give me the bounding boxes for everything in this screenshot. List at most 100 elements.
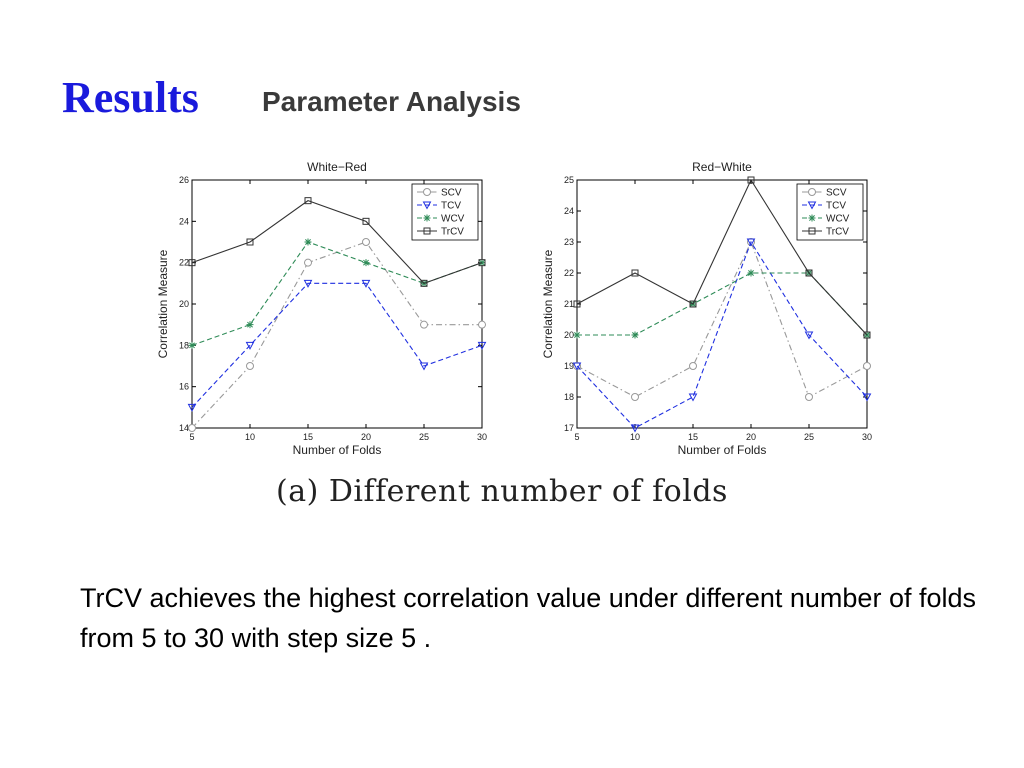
- chart-title: Red−White: [692, 160, 752, 174]
- data-point-wcv: [747, 269, 755, 277]
- series-tcv: [572, 238, 872, 433]
- chart-red-white: Red−White 17 18 19 20 21 22 23 24 25 5 10 15 20 25 30 Nu…: [541, 160, 872, 457]
- data-point-tcv: [187, 403, 197, 412]
- data-point-tcv: [862, 393, 872, 402]
- series-tcv: [187, 279, 487, 412]
- data-point-tcv: [477, 341, 487, 350]
- data-point-wcv: [362, 259, 370, 267]
- y-tick-label: 21: [564, 299, 574, 309]
- data-point-tcv: [804, 331, 814, 340]
- legend-marker-tcv: [807, 201, 817, 210]
- y-tick-label: 25: [564, 175, 574, 185]
- data-point-trcv: [863, 331, 871, 339]
- data-point-tcv: [419, 362, 429, 371]
- data-point-tcv: [688, 393, 698, 402]
- x-axis-label: Number of Folds: [293, 443, 382, 457]
- x-tick-label: 20: [361, 432, 371, 442]
- series-trcv: [188, 197, 486, 287]
- legend-label-tcv: TCV: [826, 201, 846, 212]
- legend-marker-tcv: [422, 201, 432, 210]
- data-point-tcv: [303, 279, 313, 288]
- series-line-trcv: [191, 200, 483, 284]
- data-point-scv: [631, 393, 639, 401]
- legend-label-scv: SCV: [441, 188, 462, 199]
- series-line-trcv: [576, 178, 868, 336]
- figure-caption: (a) Different number of folds: [276, 474, 728, 509]
- y-tick-label: 20: [179, 299, 189, 309]
- x-tick-label: 20: [746, 432, 756, 442]
- y-tick-label: 26: [179, 175, 189, 185]
- series-trcv: [573, 176, 871, 339]
- x-tick-label: 10: [630, 432, 640, 442]
- legend-marker-trcv: [423, 227, 431, 235]
- y-tick-label: 20: [564, 330, 574, 340]
- y-tick-label: 16: [179, 382, 189, 392]
- data-point-wcv: [304, 238, 312, 246]
- y-tick-label: 18: [179, 340, 189, 350]
- legend-label-trcv: TrCV: [826, 227, 849, 238]
- y-tick-label: 19: [564, 361, 574, 371]
- y-tick-label: 22: [179, 258, 189, 268]
- slide-subtitle: Parameter Analysis: [262, 86, 521, 117]
- x-tick-label: 5: [189, 432, 194, 442]
- y-tick-label: 14: [179, 423, 189, 433]
- y-tick-label: 22: [564, 268, 574, 278]
- data-point-wcv: [188, 341, 196, 349]
- slide-title: Results: [62, 73, 199, 122]
- data-point-tcv: [630, 424, 640, 433]
- legend: SCV TCV WCV TrCV: [796, 183, 864, 241]
- chart-white-red: White−Red 14 16 18 20 22 24 26 5 10 15 20 25 30 Number…: [156, 160, 487, 457]
- data-point-scv: [188, 424, 196, 432]
- series-line-tcv: [576, 240, 868, 429]
- x-tick-label: 15: [303, 432, 313, 442]
- x-tick-label: 25: [419, 432, 429, 442]
- y-tick-label: 18: [564, 392, 574, 402]
- data-point-scv: [362, 238, 370, 246]
- data-point-tcv: [245, 341, 255, 350]
- y-tick-label: 17: [564, 423, 574, 433]
- series-line-scv: [576, 240, 868, 398]
- data-point-wcv: [246, 321, 254, 329]
- data-point-trcv: [573, 300, 581, 308]
- data-point-wcv: [573, 331, 581, 339]
- data-point-trcv: [631, 269, 639, 277]
- data-point-trcv: [689, 300, 697, 308]
- y-axis-label: Correlation Measure: [156, 249, 170, 358]
- data-point-trcv: [747, 176, 755, 184]
- legend-marker-trcv: [808, 227, 816, 235]
- series-line-wcv: [577, 272, 868, 336]
- legend-marker-wcv: [423, 214, 431, 222]
- data-point-scv: [478, 320, 486, 329]
- data-point-scv: [304, 258, 312, 267]
- data-point-trcv: [362, 217, 370, 225]
- data-point-scv: [420, 320, 428, 329]
- data-point-trcv: [304, 197, 312, 205]
- x-tick-label: 30: [862, 432, 872, 442]
- x-tick-label: 10: [245, 432, 255, 442]
- y-tick-label: 24: [179, 216, 189, 226]
- legend-marker-scv: [808, 188, 816, 196]
- data-point-scv: [246, 362, 254, 370]
- legend-label-wcv: WCV: [441, 214, 465, 225]
- data-point-trcv: [188, 259, 196, 267]
- legend-label-wcv: WCV: [826, 214, 850, 225]
- legend-label-scv: SCV: [826, 188, 847, 199]
- y-axis-label: Correlation Measure: [541, 249, 555, 358]
- data-point-scv: [805, 393, 813, 401]
- data-point-trcv: [420, 279, 428, 287]
- data-point-trcv: [805, 269, 813, 277]
- data-point-wcv: [478, 259, 486, 267]
- x-axis-label: Number of Folds: [678, 443, 767, 457]
- series-scv: [573, 238, 871, 401]
- y-tick-label: 23: [564, 237, 574, 247]
- x-tick-label: 5: [574, 432, 579, 442]
- legend-label-trcv: TrCV: [441, 227, 464, 238]
- series-line-tcv: [191, 282, 483, 408]
- data-point-trcv: [478, 259, 486, 267]
- series-line-wcv: [191, 241, 483, 346]
- data-point-wcv: [631, 331, 639, 339]
- legend-marker-scv: [423, 188, 431, 196]
- x-tick-label: 25: [804, 432, 814, 442]
- data-point-scv: [863, 362, 871, 370]
- legend: SCV TCV WCV TrCV: [411, 183, 479, 241]
